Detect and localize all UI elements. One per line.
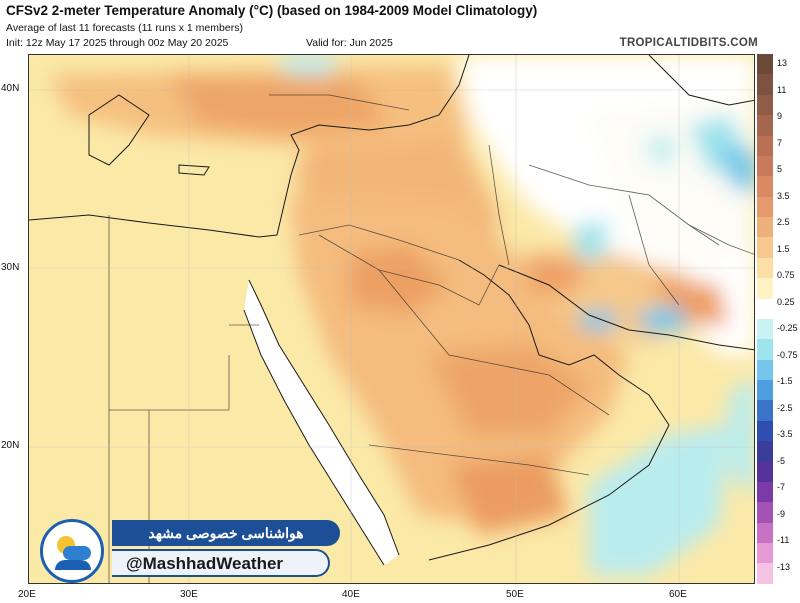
banner-handle: @MashhadWeather: [112, 549, 330, 577]
colorbar-label: 11: [777, 84, 787, 95]
colorbar-swatch: [757, 74, 773, 95]
colorbar-swatch: [757, 176, 773, 197]
colorbar-swatch: [757, 278, 773, 299]
map-subtitle: Average of last 11 forecasts (11 runs x …: [6, 22, 243, 34]
colorbar-label: -1.5: [777, 376, 793, 386]
lat-label-40n: 40N: [1, 83, 20, 94]
colorbar-swatch: [757, 94, 773, 116]
colorbar-label: 1.5: [777, 243, 790, 254]
colorbar-swatch: [757, 135, 773, 156]
borders: [108, 94, 754, 583]
banner-persian-text: هواشناسی خصوصی مشهد: [112, 520, 340, 546]
colorbar-swatch: [757, 380, 773, 401]
colorbar-label: 9: [777, 111, 783, 121]
colorbar-label: 7: [777, 137, 783, 148]
colorbar-swatch: [757, 359, 773, 380]
colorbar-label: 5: [777, 164, 783, 174]
colorbar-label: -13: [777, 561, 791, 572]
site-credit: TROPICALTIDBITS.COM: [619, 37, 758, 49]
colorbar-label: 0.25: [777, 296, 795, 307]
colorbar-swatch: [757, 563, 773, 584]
colorbar-swatch: [757, 502, 773, 523]
weather-logo-icon: [40, 519, 104, 583]
colorbar-label: -2.5: [777, 402, 793, 413]
colorbar-swatch: [757, 481, 773, 503]
anomaly-field: [49, 55, 754, 575]
watermark-banner: هواشناسی خصوصی مشهد @MashhadWeather: [40, 515, 340, 585]
colorbar-swatch: [757, 543, 773, 564]
colorbar-swatch: [757, 318, 773, 340]
lon-label-20e: 20E: [18, 589, 36, 600]
colorbar-swatch: [757, 461, 773, 482]
graticule: [29, 55, 754, 583]
colorbar-label: -0.25: [777, 323, 798, 333]
colorbar-label: -9: [777, 508, 786, 519]
lon-label-40e: 40E: [342, 589, 360, 600]
colorbar-swatch: [757, 196, 773, 217]
colorbar-swatch: [757, 400, 773, 421]
colorbar-swatch: [757, 237, 773, 258]
colorbar-label: 3.5: [777, 190, 790, 201]
colorbar-swatch: [757, 441, 773, 462]
init-text: Init: 12z May 17 2025 through 00z May 20…: [6, 37, 229, 49]
colorbar-swatch: [757, 339, 773, 360]
lon-label-30e: 30E: [180, 589, 198, 600]
colorbar-swatch: [757, 155, 773, 177]
colorbar: [757, 54, 773, 584]
colorbar-swatch: [757, 115, 773, 136]
lon-label-60e: 60E: [669, 589, 687, 600]
colorbar-label: 2.5: [777, 217, 790, 227]
colorbar-swatch: [757, 54, 773, 75]
colorbar-swatch: [757, 257, 773, 279]
lat-label-30n: 30N: [1, 262, 20, 273]
colorbar-swatch: [757, 217, 773, 238]
colorbar-label: -11: [777, 535, 790, 545]
map-canvas: [29, 55, 754, 583]
colorbar-label: -3.5: [777, 429, 793, 439]
colorbar-swatch: [757, 420, 773, 442]
colorbar-label: -0.75: [777, 349, 798, 360]
anomaly-map: [28, 54, 755, 584]
colorbar-label: 0.75: [777, 270, 795, 280]
coastlines: [29, 55, 754, 566]
colorbar-label: -5: [777, 455, 786, 466]
valid-text: Valid for: Jun 2025: [306, 37, 393, 49]
header: CFSv2 2-meter Temperature Anomaly (°C) (…: [0, 0, 800, 52]
colorbar-label: -7: [777, 482, 786, 492]
lat-label-20n: 20N: [1, 440, 20, 451]
colorbar-swatch: [757, 298, 773, 319]
colorbar-label: 13: [777, 58, 788, 68]
colorbar-swatch: [757, 522, 773, 543]
map-title: CFSv2 2-meter Temperature Anomaly (°C) (…: [6, 3, 538, 18]
lon-label-50e: 50E: [506, 589, 524, 600]
